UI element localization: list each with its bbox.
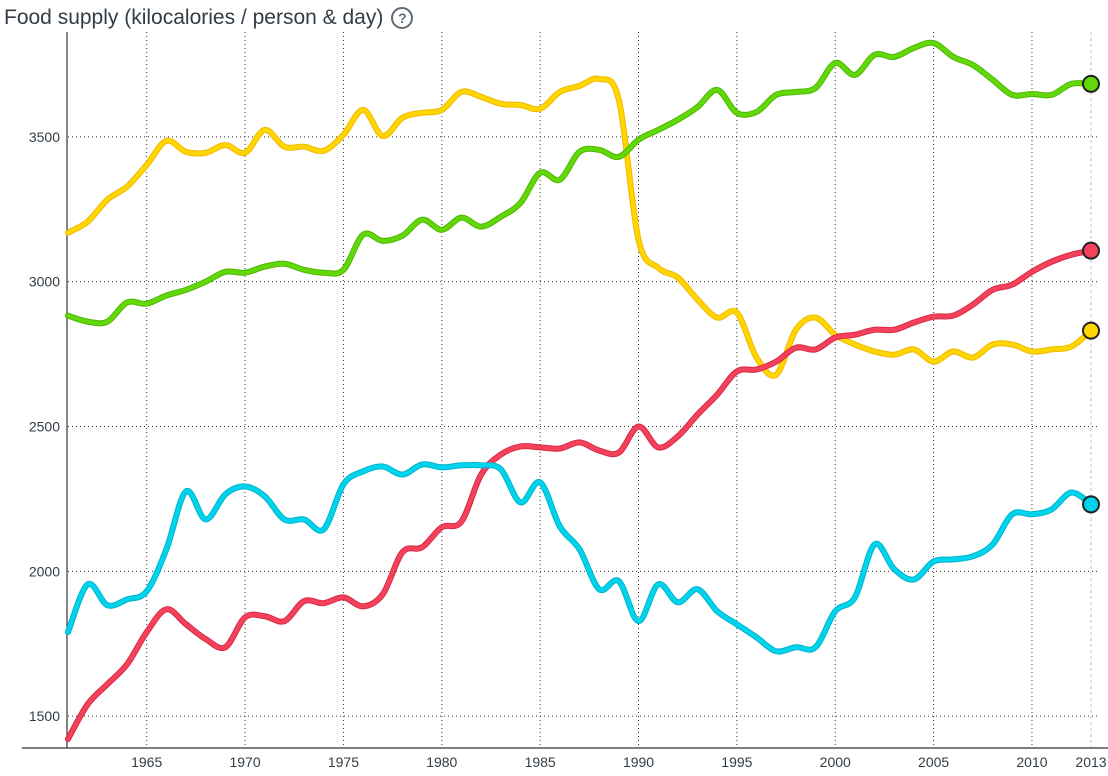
end-markers [1082,74,1100,514]
chart-title-text: Food supply (kilocalories / person & day… [4,6,384,29]
x-tick-label: 2000 [820,754,851,770]
x-tick-label: 1985 [525,754,556,770]
x-tick-label: 1990 [623,754,654,770]
y-tick-label: 2500 [29,418,60,434]
x-tick-label: 1965 [131,754,162,770]
series-line-red [66,248,1093,742]
y-tick-label: 1500 [29,708,60,724]
axes: 1500 2000 2500 3000 3500 1965 1970 1975 1980 1985… [22,32,1108,770]
question-circle-icon[interactable]: ? [391,7,414,29]
series-line-yellow-edge [65,75,1094,379]
x-tick-label: 1980 [426,754,457,770]
end-marker-cyan [1082,495,1100,514]
end-marker-green [1082,74,1100,93]
y-tick-label: 3500 [29,129,60,145]
x-tick-label: 1975 [328,754,359,770]
series-lines [65,39,1094,743]
x-tick-label: 1970 [229,754,260,770]
series-line-cyan-edge [65,461,1094,655]
end-marker-yellow [1082,321,1100,340]
y-tick-label: 2000 [29,563,60,579]
end-marker-red [1082,241,1100,260]
x-tick-label: 2013 [1075,754,1106,770]
series-line-green [66,40,1093,326]
x-tick-label: 1995 [721,754,752,770]
y-tick-label: 3000 [29,274,60,290]
series-line-cyan [66,462,1093,654]
chart-title: Food supply (kilocalories / person & day… [4,6,414,30]
x-tick-label: 2010 [1016,754,1047,770]
series-line-yellow [66,76,1093,378]
grid [68,32,1100,748]
x-tick-label: 2005 [918,754,949,770]
